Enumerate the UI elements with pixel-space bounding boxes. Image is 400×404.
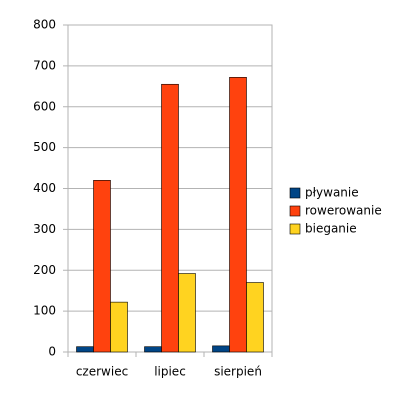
legend-swatch (289, 205, 301, 217)
bar (178, 273, 196, 353)
y-tick-label: 700 (33, 58, 56, 72)
bar (76, 346, 94, 353)
y-tick-label: 600 (33, 99, 56, 113)
bar (93, 180, 111, 353)
x-tick-label: lipiec (154, 365, 186, 379)
y-tick-label: 100 (33, 304, 56, 318)
y-tick-label: 0 (48, 345, 56, 359)
bar (246, 282, 264, 353)
y-tick-label: 800 (33, 18, 56, 32)
x-tick-label: sierpień (214, 365, 262, 379)
legend-label: pływanie (305, 186, 359, 200)
bar (212, 345, 230, 353)
y-tick-label: 400 (33, 181, 56, 195)
legend-swatch (289, 223, 301, 235)
bar (110, 301, 128, 353)
bar (229, 77, 247, 353)
legend-label: rowerowanie (305, 204, 382, 218)
x-tick-label: czerwiec (76, 365, 128, 379)
legend-swatch (289, 187, 301, 199)
bar (161, 83, 179, 353)
y-tick-label: 200 (33, 263, 56, 277)
bar (144, 346, 162, 353)
y-tick-label: 300 (33, 222, 56, 236)
legend-label: bieganie (305, 222, 357, 236)
y-tick-label: 500 (33, 140, 56, 154)
